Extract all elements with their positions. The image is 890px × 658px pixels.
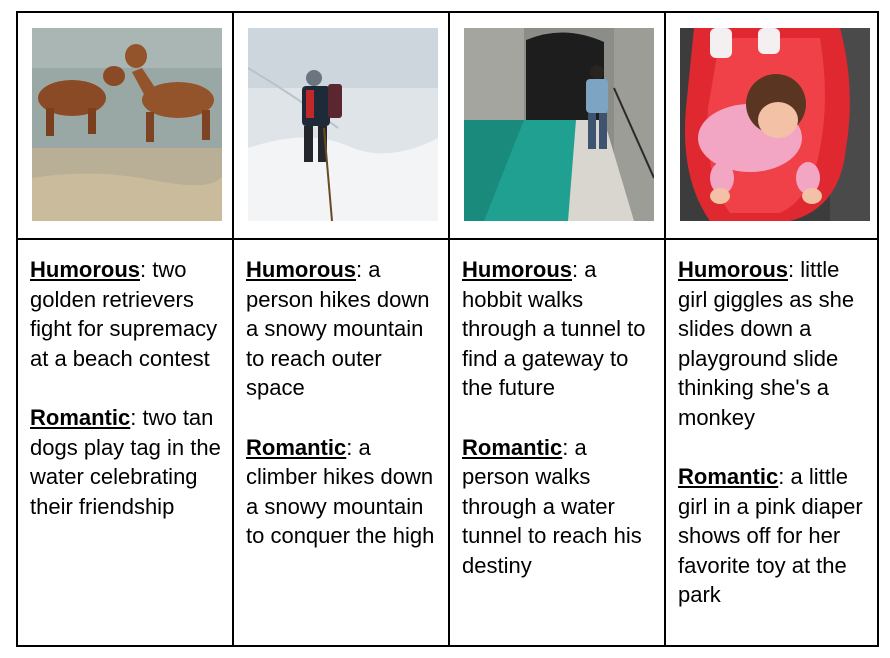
romantic-label: Romantic [246,434,347,460]
romantic-text: : two tan dogs play tag in the water cel… [30,405,221,519]
humorous-text: : two golden retrievers fight for suprem… [30,257,218,371]
romantic-label: Romantic [30,405,131,430]
humorous-caption: Humorous: two golden retrievers fight fo… [30,255,222,373]
humorous-label: Humorous [462,257,572,282]
caption-cell-4: Humorous: little girl giggles as she sli… [666,240,877,645]
romantic-caption: Romantic: a person walks through a water… [462,433,654,581]
humorous-text: : little girl giggles as she slides down… [678,257,855,430]
romantic-label: Romantic [678,464,779,489]
romantic-text: : a climber hikes down a snowy mountain … [246,434,435,549]
romantic-label: Romantic [462,434,563,460]
caption-cell-2: Humorous: a person hikes down a snowy mo… [234,240,450,645]
humorous-text: : a hobbit walks through a tunnel to fin… [462,257,646,400]
humorous-text: : a person hikes down a snowy mountain t… [246,257,430,400]
humorous-label: Humorous [30,257,140,282]
humorous-label: Humorous [678,257,788,282]
photo-snow-hiker [248,28,438,221]
humorous-caption: Humorous: little girl giggles as she sli… [678,255,867,432]
image-cell-4 [666,13,877,240]
romantic-caption: Romantic: a little girl in a pink diaper… [678,462,867,610]
romantic-text: : a person walks through a water tunnel … [462,434,642,578]
photo-tunnel-walker [464,28,654,221]
humorous-caption: Humorous: a hobbit walks through a tunne… [462,255,654,403]
photo-girl-on-slide [680,28,870,221]
caption-cell-1: Humorous: two golden retrievers fight fo… [18,240,234,645]
image-cell-1 [18,13,234,240]
image-cell-2 [234,13,450,240]
photo-dogs-in-water [32,28,222,221]
caption-cell-3: Humorous: a hobbit walks through a tunne… [450,240,666,645]
humorous-caption: Humorous: a person hikes down a snowy mo… [246,255,438,403]
humorous-label: Humorous [246,257,356,282]
romantic-caption: Romantic: two tan dogs play tag in the w… [30,403,222,521]
romantic-caption: Romantic: a climber hikes down a snowy m… [246,433,438,551]
romantic-text: : a little girl in a pink diaper shows o… [678,464,863,607]
caption-table: Humorous: two golden retrievers fight fo… [16,11,879,647]
image-cell-3 [450,13,666,240]
